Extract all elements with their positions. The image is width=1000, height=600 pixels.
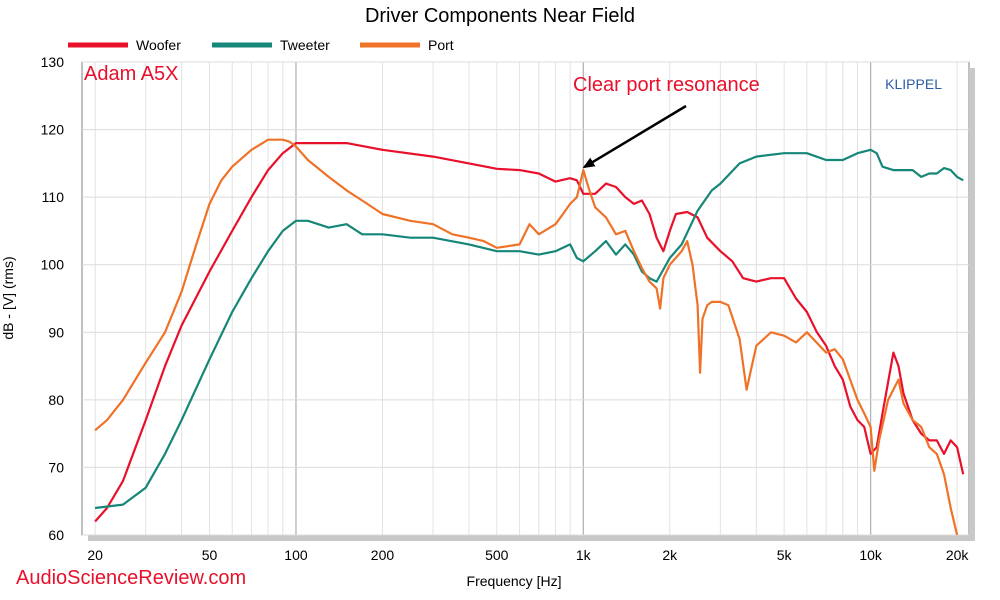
- x-tick-label: 1k: [576, 547, 592, 563]
- klippel-logo: KLIPPEL: [885, 76, 942, 92]
- x-tick-label: 100: [284, 547, 308, 563]
- plot-shadow-bottom: [88, 535, 975, 541]
- y-tick-label: 130: [41, 54, 65, 70]
- x-tick-label: 5k: [777, 547, 793, 563]
- x-axis-ticks: 20 50 100 200 500 1k 2k 5k 10k 20k: [87, 547, 969, 563]
- y-tick-label: 110: [42, 189, 65, 205]
- watermark: AudioScienceReview.com: [16, 567, 246, 589]
- x-tick-label: 2k: [662, 547, 678, 563]
- x-tick-label: 50: [202, 547, 218, 563]
- y-tick-label: 60: [48, 527, 64, 543]
- legend-label: Port: [428, 37, 454, 53]
- legend: Woofer Tweeter Port: [68, 37, 454, 53]
- y-tick-label: 80: [48, 392, 64, 408]
- x-tick-label: 200: [371, 547, 395, 563]
- y-tick-label: 100: [41, 257, 65, 273]
- legend-label: Tweeter: [280, 37, 330, 53]
- y-tick-label: 70: [48, 459, 64, 475]
- y-tick-label: 90: [48, 324, 64, 340]
- plot-shadow-right: [969, 68, 975, 541]
- model-label: Adam A5X: [84, 63, 179, 85]
- x-tick-label: 20: [87, 547, 103, 563]
- series-line-tweeter: [94, 148, 964, 510]
- callout-label: Clear port resonance: [573, 74, 760, 96]
- y-axis-ticks: 60 70 80 90 100 110 120 130: [41, 54, 65, 543]
- x-tick-label: 500: [485, 547, 509, 563]
- plot-area: [81, 61, 970, 536]
- chart-title: Driver Components Near Field: [365, 5, 635, 27]
- grid-lines: [82, 61, 969, 536]
- series-line-woofer: [94, 142, 965, 523]
- y-axis-label: dB - [V] (rms): [0, 256, 16, 339]
- legend-label: Woofer: [136, 37, 181, 53]
- y-tick-label: 120: [41, 122, 65, 138]
- x-tick-label: 20k: [946, 547, 970, 563]
- series-line-port: [94, 138, 959, 535]
- callout-arrow: [582, 104, 687, 169]
- x-tick-label: 10k: [859, 547, 883, 563]
- series-layer: [94, 138, 965, 535]
- x-axis-label: Frequency [Hz]: [467, 573, 562, 589]
